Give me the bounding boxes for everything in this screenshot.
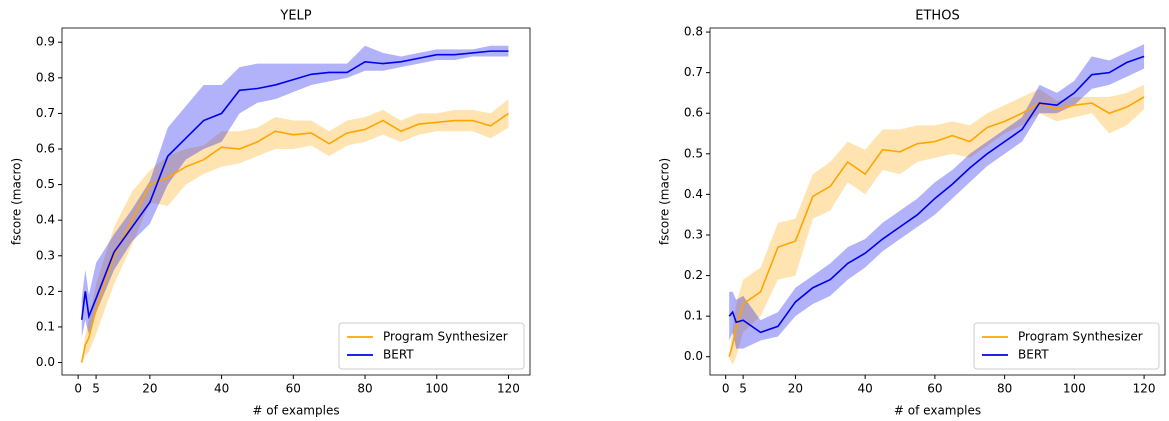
legend: Program Synthesizer BERT <box>338 322 525 370</box>
x-tick-label: 20 <box>788 382 803 396</box>
y-tick-label: 0.5 <box>36 177 55 191</box>
confidence-band <box>81 45 509 338</box>
y-tick-label: 0.8 <box>36 70 55 84</box>
x-tick-label: 0 <box>722 382 730 396</box>
y-tick-label: 0.2 <box>36 284 55 298</box>
x-tick-label: 120 <box>1133 382 1156 396</box>
y-tick-label: 0.4 <box>36 213 55 227</box>
y-tick-label: 0.9 <box>36 35 55 49</box>
x-tick-label: 5 <box>739 382 747 396</box>
x-tick-label: 120 <box>497 382 520 396</box>
chart-title: ETHOS <box>915 9 959 24</box>
legend: Program Synthesizer BERT <box>973 322 1160 370</box>
axes-frame <box>709 27 1166 376</box>
y-tick-label: 0.7 <box>684 65 703 79</box>
y-tick-label: 0.6 <box>36 142 55 156</box>
x-tick-label: 60 <box>286 382 301 396</box>
x-tick-label: 40 <box>858 382 873 396</box>
legend-box <box>973 322 1160 370</box>
series-line <box>80 50 509 320</box>
x-tick-label: 100 <box>425 382 448 396</box>
x-tick-label: 40 <box>214 382 229 396</box>
y-tick-label: 0.3 <box>684 227 703 241</box>
x-axis-label: # of examples <box>894 404 981 418</box>
x-axis-label: # of examples <box>252 404 339 418</box>
x-tick-label: 100 <box>1063 382 1086 396</box>
y-tick-label: 0.5 <box>684 146 703 160</box>
legend-label: Program Synthesizer <box>1018 330 1143 344</box>
series-line <box>728 96 1145 357</box>
legend-label: BERT <box>1018 348 1049 362</box>
y-tick-label: 0.0 <box>684 349 703 363</box>
y-axis-label: fscore (macro) <box>658 158 672 245</box>
axes-frame <box>61 27 531 376</box>
x-tick-label: 80 <box>357 382 372 396</box>
legend-label: BERT <box>383 348 414 362</box>
subplot: ETHOS # of examples fscore (macro) 0 5 20 40 60… <box>658 9 1166 418</box>
x-tick-label: 5 <box>92 382 100 396</box>
legend-box <box>338 322 525 370</box>
series-line <box>728 55 1145 334</box>
y-tick-label: 0.1 <box>36 319 55 333</box>
y-tick-label: 0.7 <box>36 106 55 120</box>
y-tick-label: 0.4 <box>684 187 703 201</box>
y-tick-label: 0.8 <box>684 25 703 39</box>
y-tick-label: 0.2 <box>684 268 703 282</box>
subplot: YELP # of examples fscore (macro) 0 5 20 40 60 8… <box>10 9 531 418</box>
chart-title: YELP <box>279 9 311 24</box>
x-tick-label: 80 <box>997 382 1012 396</box>
x-tick-label: 60 <box>927 382 942 396</box>
legend-label: Program Synthesizer <box>383 330 508 344</box>
y-tick-label: 0.3 <box>36 248 55 262</box>
y-tick-label: 0.0 <box>36 355 55 369</box>
x-tick-label: 0 <box>74 382 82 396</box>
y-tick-label: 0.6 <box>684 106 703 120</box>
y-axis-label: fscore (macro) <box>10 158 24 245</box>
x-tick-label: 20 <box>142 382 157 396</box>
y-tick-label: 0.1 <box>684 309 703 323</box>
